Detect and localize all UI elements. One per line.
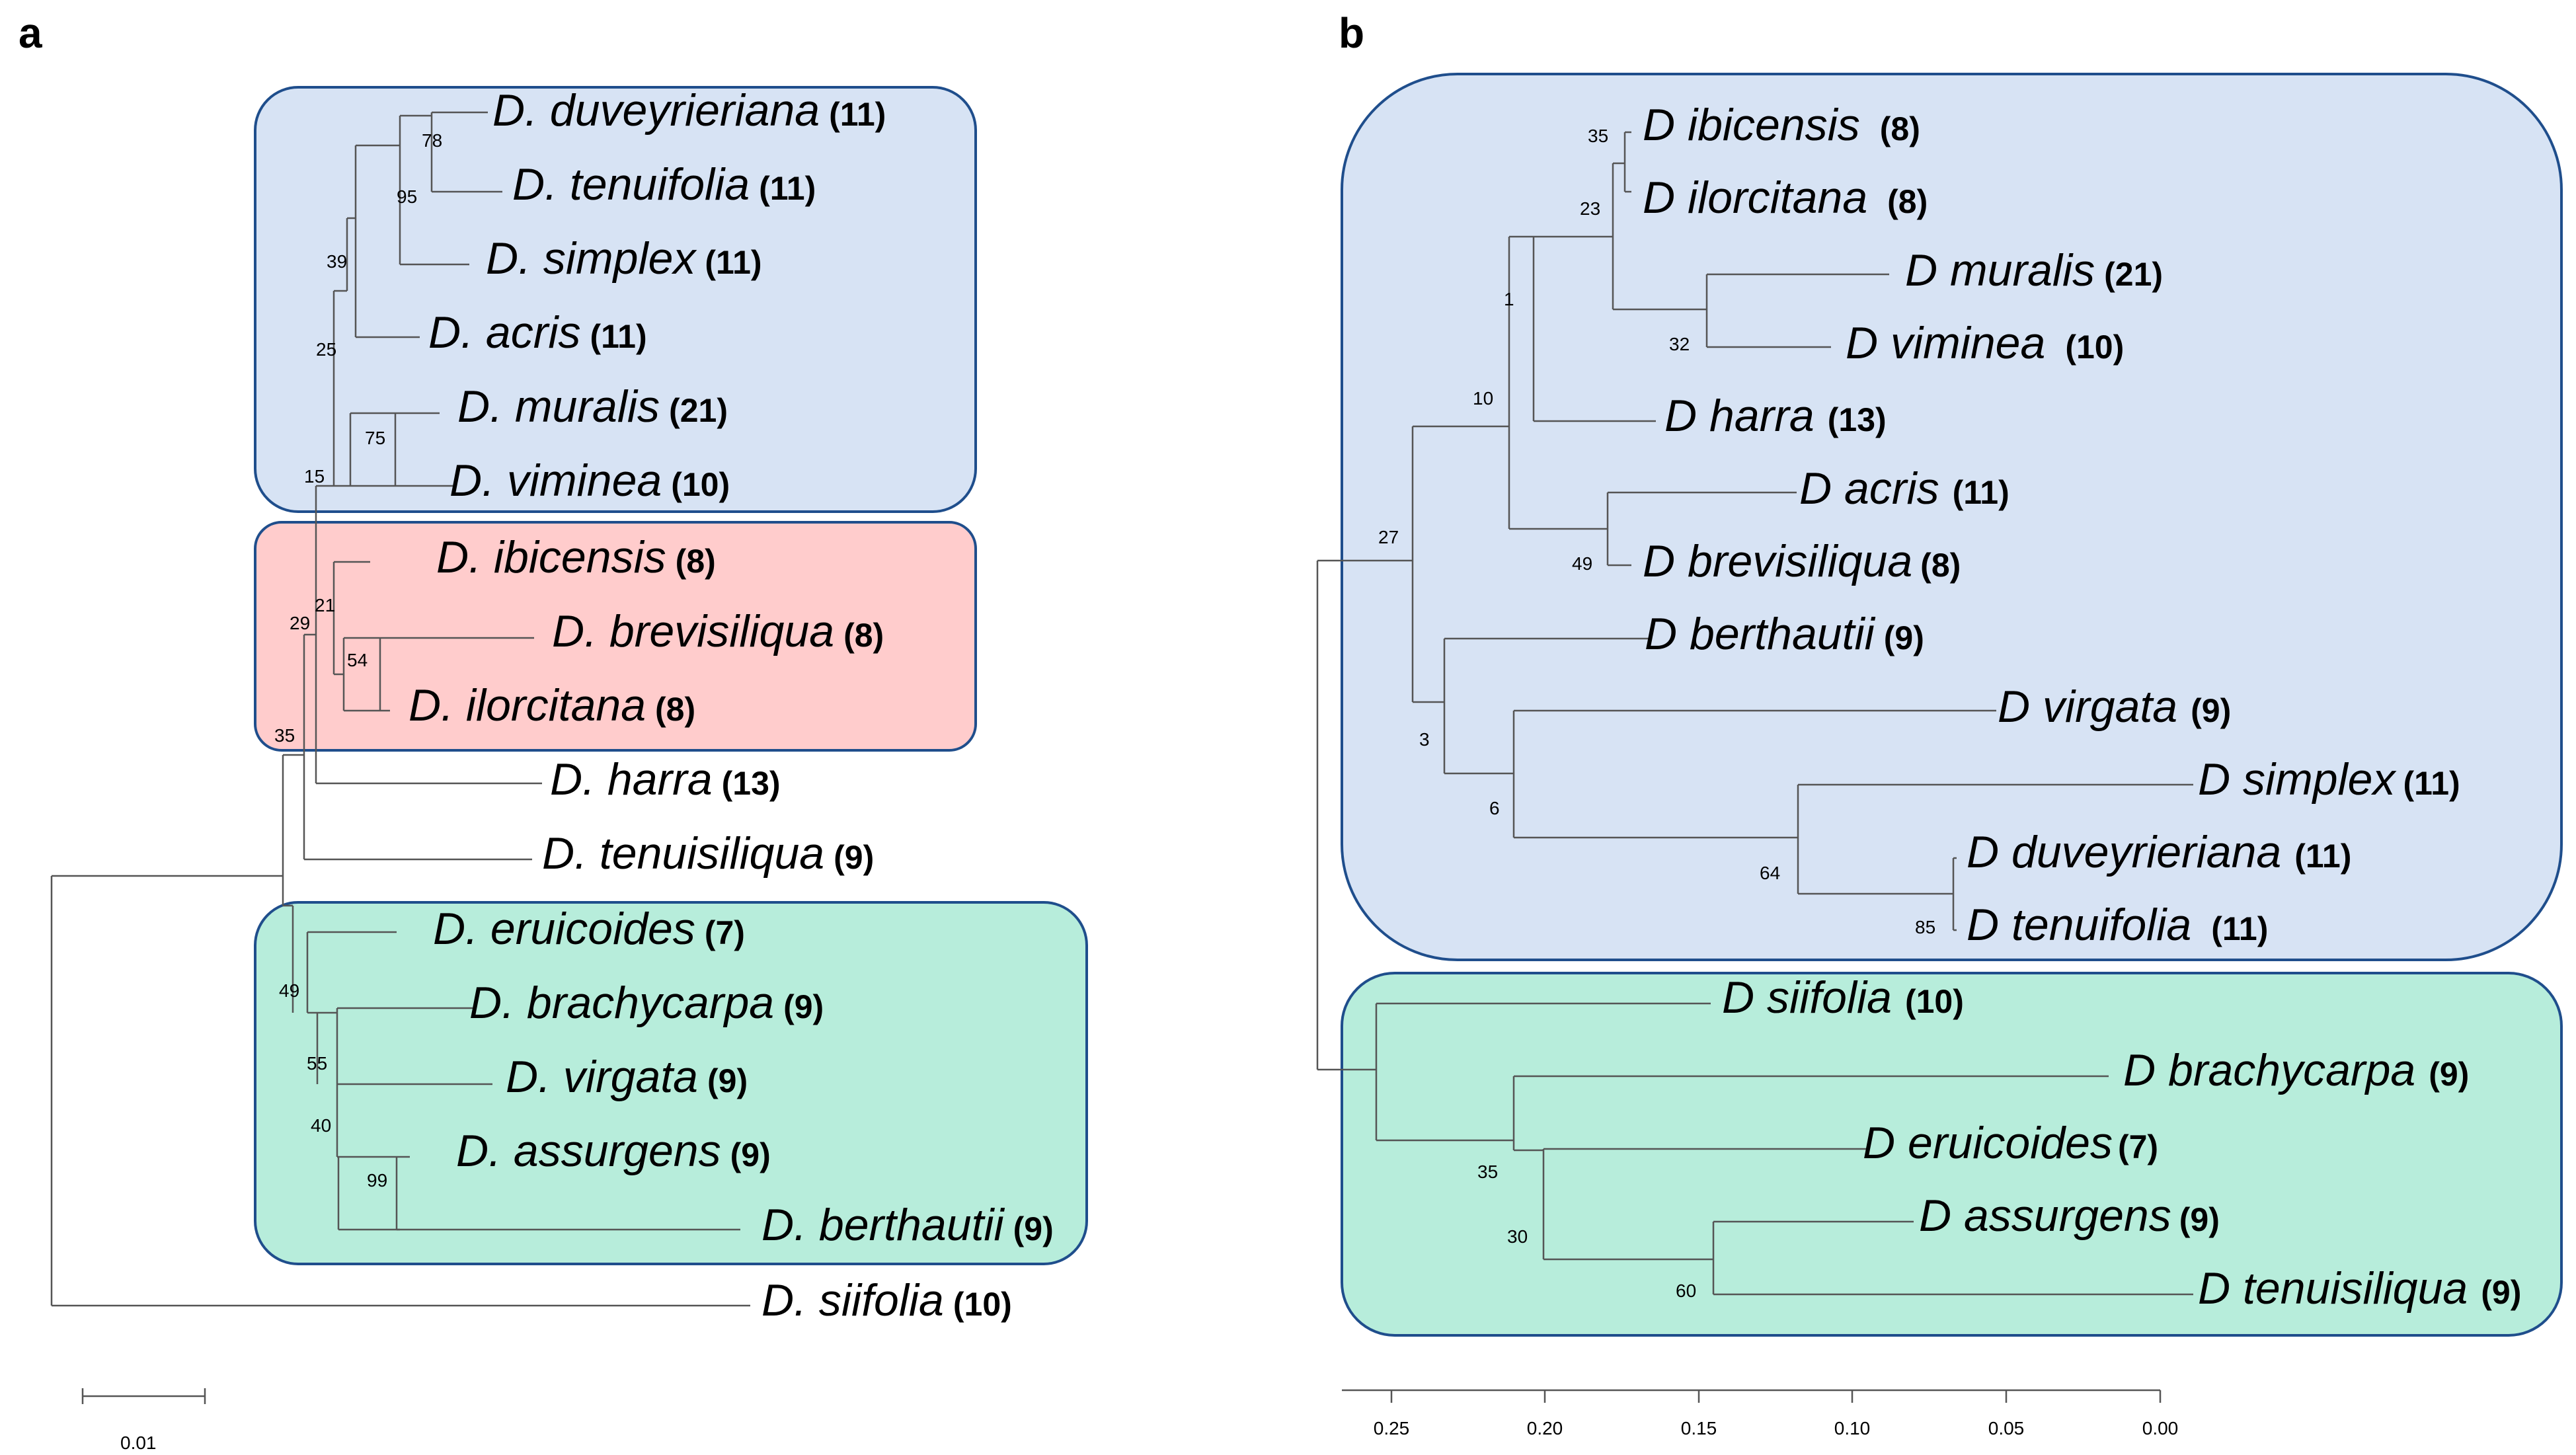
bootstrap-a: 95 [397, 186, 417, 207]
bootstrap-values-b: 35 23 1 32 10 27 49 3 6 64 85 35 30 60 [1378, 126, 1935, 1301]
taxon-b-assurgens: D assurgens (9) [1919, 1191, 2220, 1241]
bootstrap-a: 21 [315, 595, 335, 615]
tree-branches-a [50, 111, 750, 1307]
taxon-a-viminea: D. viminea (10) [449, 455, 730, 506]
taxon-b-ibicensis: D ibicensis (8) [1643, 100, 1920, 150]
taxon-a-assurgens: D. assurgens (9) [456, 1126, 771, 1176]
bootstrap-a: 40 [311, 1115, 331, 1136]
axis-tick-label: 0.25 [1374, 1418, 1410, 1438]
group-box-red-a [254, 521, 977, 752]
taxon-a-brevisiliqua: D. brevisiliqua (8) [552, 606, 884, 656]
group-box-green-a [254, 901, 1088, 1265]
taxon-a-ibicensis: D. ibicensis (8) [436, 532, 716, 582]
taxon-a-muralis: D. muralis (21) [457, 381, 728, 432]
axis-tick-label: 0.05 [1988, 1418, 2025, 1438]
taxon-b-muralis: D muralis (21) [1905, 245, 2163, 295]
bootstrap-b: 35 [1477, 1161, 1498, 1182]
taxon-b-tenuifolia: D tenuifolia (11) [1967, 900, 2268, 950]
taxon-a-siifolia: D. siifolia (10) [761, 1275, 1012, 1325]
bootstrap-b: 49 [1572, 553, 1592, 574]
bootstrap-a: 99 [367, 1170, 387, 1191]
taxon-a-berthautii: D. berthautii (9) [761, 1200, 1054, 1250]
taxon-a-brachycarpa: D. brachycarpa (9) [469, 978, 824, 1028]
taxon-a-acris: D. acris (11) [428, 307, 647, 358]
bootstrap-a: 39 [327, 251, 347, 272]
bootstrap-b: 1 [1504, 289, 1514, 309]
axis-tick-label: 0.15 [1681, 1418, 1717, 1438]
bootstrap-a: 54 [347, 650, 368, 670]
panel-b-label: b [1339, 9, 1364, 57]
panel-a-label: a [19, 9, 42, 57]
bootstrap-a: 49 [279, 980, 299, 1001]
group-box-blue-b [1341, 73, 2563, 961]
bootstrap-b: 60 [1676, 1280, 1696, 1301]
bootstrap-b: 10 [1473, 388, 1493, 409]
taxa-labels-b: D ibicensis (8) D ilorcitana (8) D muralis… [1643, 100, 2521, 1314]
taxon-a-virgata: D. virgata (9) [506, 1052, 748, 1102]
group-box-blue-a [254, 86, 977, 513]
bootstrap-b: 30 [1507, 1226, 1528, 1247]
bootstrap-b: 32 [1669, 334, 1690, 354]
taxon-b-berthautii: D berthautii (9) [1645, 609, 1924, 659]
taxon-a-eruicoides: D. eruicoides (7) [433, 904, 745, 954]
taxon-b-viminea: D viminea (10) [1846, 318, 2124, 368]
taxon-b-simplex: D simplex (11) [2198, 754, 2460, 805]
axis-b: 0.25 0.20 0.15 0.10 0.05 0.00 [1342, 1389, 2179, 1438]
taxon-b-duveyrieriana: D duveyrieriana (11) [1967, 827, 2351, 877]
taxon-a-ilorcitana: D. ilorcitana (8) [409, 680, 695, 730]
taxa-labels-a: D. duveyrieriana (11) D. tenuifolia (11) D… [409, 85, 1054, 1325]
taxon-b-tenuisiliqua: D tenuisiliqua (9) [2198, 1263, 2521, 1314]
taxon-a-simplex: D. simplex (11) [486, 233, 762, 284]
taxon-b-brevisiliqua: D brevisiliqua (8) [1643, 536, 1961, 586]
scale-label-a: 0.01 [120, 1433, 157, 1453]
taxon-b-siifolia: D siifolia (10) [1722, 972, 1964, 1023]
taxon-b-ilorcitana: D ilorcitana (8) [1643, 173, 1928, 223]
bootstrap-values-a: 78 95 39 25 75 15 21 29 54 35 49 55 40 9… [274, 130, 442, 1191]
bootstrap-a: 78 [422, 130, 442, 151]
taxon-a-tenuifolia: D. tenuifolia (11) [512, 159, 816, 210]
taxon-b-acris: D acris (11) [1799, 463, 2010, 514]
bootstrap-b: 23 [1580, 198, 1600, 219]
taxon-a-tenuisiliqua: D. tenuisiliqua (9) [542, 828, 874, 879]
taxon-a-duveyrieriana: D. duveyrieriana (11) [492, 85, 886, 136]
bootstrap-a: 25 [316, 339, 336, 360]
bootstrap-b: 64 [1760, 863, 1780, 883]
bootstrap-b: 3 [1419, 729, 1430, 750]
axis-tick-label: 0.20 [1527, 1418, 1563, 1438]
taxon-b-eruicoides: D eruicoides (7) [1863, 1118, 2158, 1168]
axis-tick-label: 0.10 [1834, 1418, 1871, 1438]
taxon-b-harra: D harra (13) [1664, 391, 1887, 441]
bootstrap-b: 27 [1378, 527, 1399, 547]
bootstrap-b: 35 [1588, 126, 1608, 146]
taxon-b-brachycarpa: D brachycarpa (9) [2123, 1045, 2469, 1095]
taxon-a-harra: D. harra (13) [550, 754, 781, 805]
bootstrap-a: 75 [365, 428, 385, 448]
axis-tick-label: 0.00 [2142, 1418, 2179, 1438]
bootstrap-b: 6 [1489, 798, 1500, 818]
bootstrap-b: 85 [1915, 917, 1935, 937]
bootstrap-a: 55 [307, 1053, 327, 1074]
scale-bar-a: 0.01 [81, 1388, 206, 1453]
bootstrap-a: 15 [304, 466, 325, 487]
taxon-b-virgata: D virgata (9) [1998, 682, 2231, 732]
bootstrap-a: 29 [290, 613, 310, 633]
group-box-green-b [1341, 972, 2563, 1337]
tree-branches-b [1316, 131, 2193, 1296]
bootstrap-a: 35 [274, 725, 295, 746]
